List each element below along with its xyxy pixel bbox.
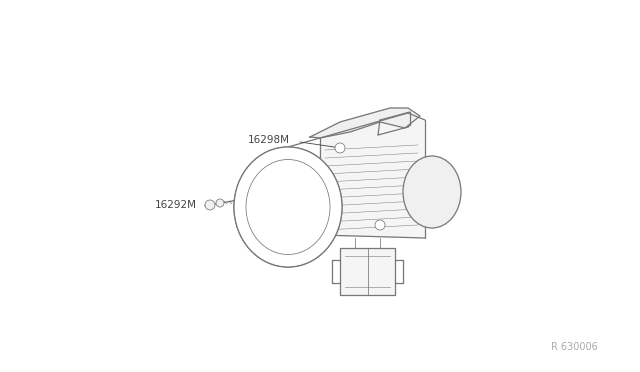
Ellipse shape (234, 147, 342, 267)
Polygon shape (310, 108, 420, 138)
Ellipse shape (403, 156, 461, 228)
Ellipse shape (234, 147, 342, 267)
Circle shape (375, 220, 385, 230)
Circle shape (216, 199, 224, 207)
Circle shape (335, 143, 345, 153)
Text: 16298M: 16298M (248, 135, 290, 145)
Polygon shape (320, 113, 425, 238)
Ellipse shape (246, 160, 330, 254)
Ellipse shape (246, 160, 330, 254)
Polygon shape (340, 248, 395, 295)
Circle shape (205, 200, 215, 210)
Text: R 630006: R 630006 (551, 342, 598, 352)
Text: 16292M: 16292M (155, 200, 197, 210)
